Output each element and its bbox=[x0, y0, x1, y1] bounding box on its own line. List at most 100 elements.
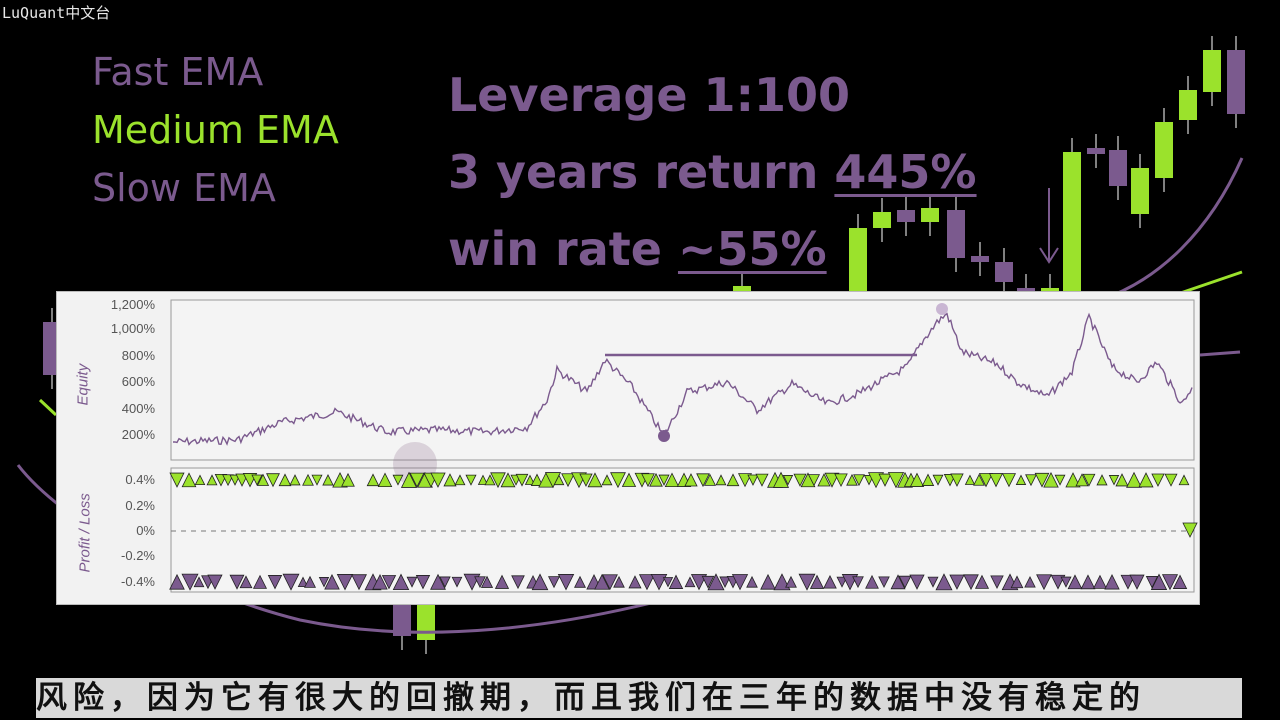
winning-trade-marker bbox=[846, 473, 858, 486]
losing-trade-marker bbox=[1024, 576, 1036, 588]
losing-trade-marker bbox=[878, 576, 890, 589]
winning-trade-marker bbox=[1096, 474, 1108, 486]
winning-trade-marker bbox=[1164, 473, 1178, 487]
equity-low-marker bbox=[658, 430, 670, 442]
losing-trade-marker bbox=[207, 574, 223, 590]
losing-trade-marker bbox=[628, 575, 642, 589]
winning-trade-marker bbox=[579, 473, 593, 487]
losing-trade-marker bbox=[439, 576, 451, 588]
losing-trade-marker bbox=[890, 574, 906, 590]
losing-trade-marker bbox=[785, 575, 797, 588]
winning-trade-marker bbox=[524, 474, 536, 485]
winning-trade-marker bbox=[322, 474, 334, 486]
losing-trade-marker bbox=[668, 574, 684, 589]
winning-trade-marker bbox=[1115, 473, 1129, 487]
losing-trade-marker bbox=[1010, 575, 1024, 589]
winning-trade-marker bbox=[222, 474, 234, 487]
fast-ema-line bbox=[1199, 350, 1241, 357]
candle-body bbox=[995, 262, 1013, 282]
candle-body bbox=[971, 256, 989, 262]
losing-trade-marker bbox=[474, 576, 486, 589]
losing-trade-marker bbox=[746, 575, 758, 588]
winning-trade-marker bbox=[696, 473, 710, 488]
losing-trade-marker bbox=[1067, 574, 1083, 590]
losing-trade-marker bbox=[974, 574, 990, 589]
equity-tick-label: 1,200% bbox=[110, 297, 155, 312]
winning-trade-marker bbox=[782, 475, 794, 486]
winning-trade-marker bbox=[747, 474, 759, 486]
losing-trade-marker bbox=[351, 574, 367, 591]
candle-body bbox=[873, 212, 891, 228]
legend-fast-ema: Fast EMA bbox=[92, 50, 264, 94]
winning-trade-marker bbox=[950, 473, 964, 487]
losing-trade-marker bbox=[760, 573, 776, 590]
losing-trade-marker bbox=[1150, 573, 1168, 590]
losing-trade-marker bbox=[303, 575, 317, 588]
candle-body bbox=[1109, 150, 1127, 186]
losing-trade-marker bbox=[239, 575, 253, 589]
losing-trade-marker bbox=[707, 573, 725, 591]
winning-trade-marker bbox=[658, 474, 670, 486]
candle-body bbox=[1017, 288, 1035, 292]
winning-trade-marker bbox=[649, 472, 663, 487]
losing-trade-marker bbox=[181, 573, 199, 591]
winning-trade-marker bbox=[302, 473, 314, 486]
winning-trade-marker bbox=[824, 472, 840, 488]
winning-trade-marker bbox=[1054, 474, 1066, 486]
winning-trade-marker bbox=[490, 472, 506, 489]
losing-trade-marker bbox=[731, 574, 749, 591]
winning-trade-marker bbox=[988, 473, 1004, 488]
winning-trade-marker bbox=[377, 472, 393, 488]
losing-trade-marker bbox=[865, 574, 879, 589]
winning-trade-marker bbox=[737, 473, 753, 488]
candle-body bbox=[1087, 148, 1105, 154]
losing-trade-marker bbox=[318, 577, 330, 588]
losing-trade-marker bbox=[613, 575, 625, 588]
pl-tick-label: 0% bbox=[136, 523, 155, 538]
candle-body bbox=[897, 210, 915, 222]
winning-trade-marker bbox=[878, 473, 892, 487]
winning-trade-marker bbox=[289, 474, 301, 486]
winning-trade-marker bbox=[621, 472, 637, 487]
winning-trade-marker bbox=[1138, 472, 1154, 488]
losing-trade-marker bbox=[451, 576, 463, 588]
winning-trade-marker bbox=[409, 472, 425, 488]
winning-trade-marker bbox=[392, 474, 404, 486]
losing-trade-marker bbox=[1080, 574, 1096, 590]
losing-trade-marker bbox=[1129, 574, 1145, 590]
winning-trade-marker bbox=[500, 472, 516, 488]
losing-trade-marker bbox=[1104, 574, 1120, 590]
losing-trade-marker bbox=[1050, 574, 1066, 590]
channel-watermark: LuQuant中文台 bbox=[2, 4, 111, 22]
backtest-report-panel: Equity Profit / Loss 1,200% 1,000% 800% 600… bbox=[56, 291, 1200, 605]
winning-trade-marker bbox=[1015, 474, 1027, 485]
return-value: 445% bbox=[834, 145, 977, 199]
losing-trade-marker bbox=[324, 573, 340, 590]
winning-trade-marker bbox=[400, 471, 418, 488]
entry-arrow-head bbox=[1039, 247, 1059, 264]
candle-body bbox=[1203, 50, 1221, 92]
losing-trade-marker bbox=[415, 575, 431, 590]
losing-trade-marker bbox=[430, 573, 446, 590]
winning-trade-marker bbox=[194, 474, 206, 486]
winning-trade-marker bbox=[793, 473, 807, 487]
candle-body bbox=[849, 228, 867, 295]
winning-trade-marker bbox=[664, 472, 680, 488]
losing-trade-marker bbox=[909, 574, 925, 590]
winning-trade-marker bbox=[465, 474, 477, 486]
winning-trade-marker bbox=[1034, 472, 1050, 488]
winrate-value: ~55% bbox=[677, 222, 827, 276]
losing-trade-marker bbox=[297, 576, 309, 588]
winning-trade-marker bbox=[755, 473, 769, 487]
equity-plot-area bbox=[170, 299, 1195, 461]
losing-trade-marker bbox=[823, 574, 837, 589]
winning-trade-marker bbox=[703, 473, 717, 486]
winning-trade-marker bbox=[973, 473, 985, 486]
winning-trade-marker bbox=[206, 474, 218, 486]
losing-trade-marker bbox=[282, 573, 300, 591]
losing-trade-marker bbox=[511, 575, 525, 590]
pl-tick-label: -0.4% bbox=[121, 574, 155, 589]
losing-trade-marker bbox=[1120, 574, 1136, 590]
losing-trade-marker bbox=[531, 573, 549, 591]
losing-trade-marker bbox=[662, 577, 674, 588]
